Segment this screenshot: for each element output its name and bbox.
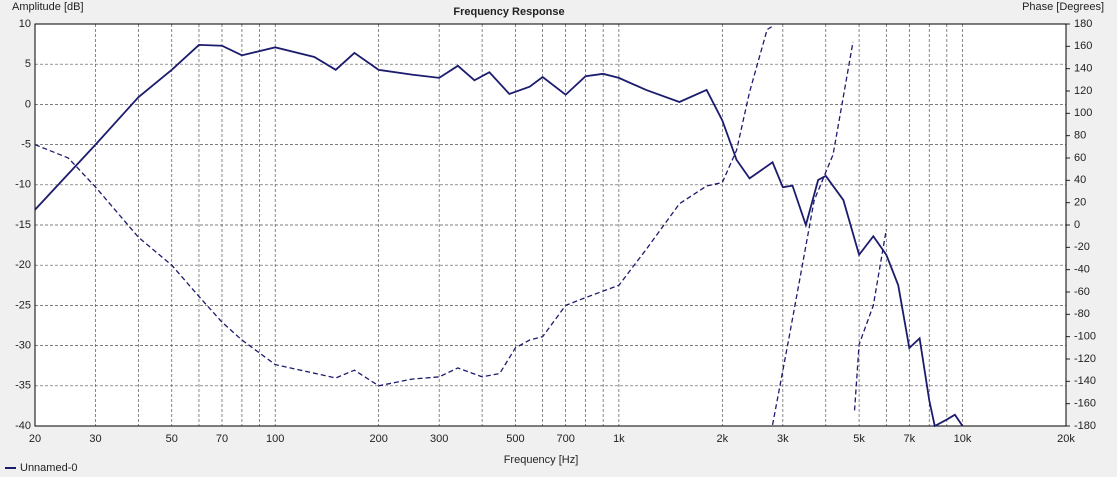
y2-tick-label: 0 (1074, 219, 1080, 231)
legend-label: Unnamed-0 (20, 462, 77, 474)
y-tick-label: -20 (15, 259, 31, 271)
y-tick-label: -25 (15, 299, 31, 311)
x-tick-label: 50 (166, 433, 178, 445)
plot-border (34, 23, 1067, 427)
y2-tick-label: 40 (1074, 174, 1086, 186)
y2-tick-label: -40 (1074, 264, 1090, 276)
y2-tick-label: 20 (1074, 197, 1086, 209)
y2-tick-label: 100 (1074, 107, 1092, 119)
y2-tick-label: -140 (1074, 375, 1096, 387)
y-tick-label: -35 (15, 380, 31, 392)
x-tick-label: 500 (506, 433, 524, 445)
y-tick-label: -30 (15, 340, 31, 352)
chart-title: Frequency Response (453, 6, 564, 18)
x-tick-label: 30 (89, 433, 101, 445)
y-tick-label: -40 (15, 420, 31, 432)
x-tick-label: 20 (29, 433, 41, 445)
y-axis-label: Amplitude [dB] (12, 1, 84, 13)
x-tick-label: 700 (556, 433, 574, 445)
y2-tick-label: -20 (1074, 241, 1090, 253)
x-axis-label: Frequency [Hz] (504, 454, 579, 466)
y2-tick-label: 140 (1074, 63, 1092, 75)
amplitude-line (35, 43, 964, 427)
y-tick-label: 0 (25, 98, 31, 110)
y-tick-label: 10 (19, 18, 31, 30)
y-tick-label: 5 (25, 58, 31, 70)
x-tick-label: 100 (266, 433, 284, 445)
x-tick-label: 300 (430, 433, 448, 445)
y2-tick-label: -60 (1074, 286, 1090, 298)
y2-tick-label: -120 (1074, 353, 1096, 365)
y-tick-label: -15 (15, 219, 31, 231)
y2-tick-label: 120 (1074, 85, 1092, 97)
y-tick-label: -10 (15, 179, 31, 191)
phase-line (35, 25, 887, 426)
y2-tick-label: 80 (1074, 130, 1086, 142)
y2-tick-label: -160 (1074, 398, 1096, 410)
y-tick-label: -5 (21, 139, 31, 151)
y2-tick-label: 160 (1074, 40, 1092, 52)
y2-tick-label: -180 (1074, 420, 1096, 432)
y2-tick-label: 60 (1074, 152, 1086, 164)
x-tick-label: 10k (954, 433, 972, 445)
x-tick-label: 70 (216, 433, 228, 445)
x-tick-label: 200 (369, 433, 387, 445)
y2-tick-label: -100 (1074, 331, 1096, 343)
x-tick-label: 7k (903, 433, 915, 445)
y2-tick-label: -80 (1074, 308, 1090, 320)
x-tick-label: 3k (777, 433, 789, 445)
x-tick-label: 5k (853, 433, 865, 445)
plot-lines (35, 25, 964, 427)
x-tick-label: 2k (717, 433, 729, 445)
y2-tick-label: 180 (1074, 18, 1092, 30)
y2-axis-label: Phase [Degrees] (1022, 1, 1104, 13)
x-tick-label: 20k (1057, 433, 1075, 445)
x-tick-label: 1k (613, 433, 625, 445)
